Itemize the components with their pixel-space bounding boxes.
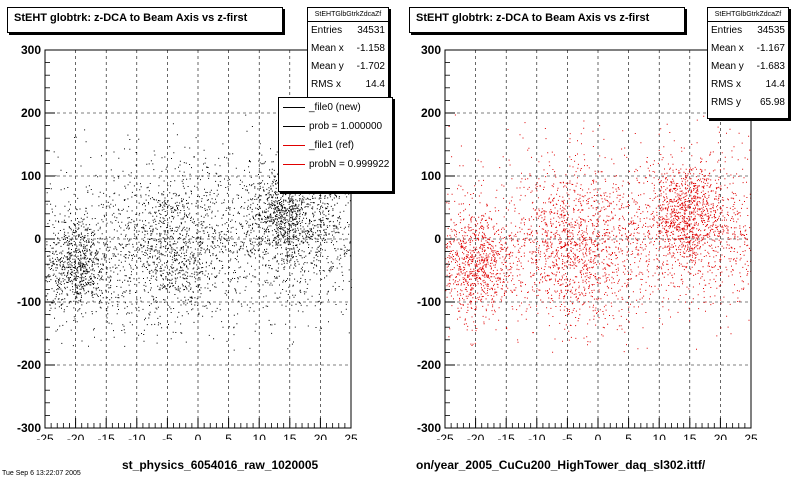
right-plot-title: StEHT globtrk: z-DCA to Beam Axis vs z-f… [409, 7, 685, 33]
stats-label: Mean x [311, 43, 344, 54]
legend-label: _file0 (new) [309, 102, 361, 113]
y-tick-label: 100 [21, 169, 41, 183]
stats-label: RMS y [711, 97, 741, 108]
x-tick-label: 5 [225, 432, 232, 440]
legend-entry: prob = 1.000000 [279, 117, 392, 136]
stats-row: RMS x 14.4 [708, 76, 788, 94]
right-grid [445, 50, 751, 428]
stats-label: Mean y [711, 61, 744, 72]
x-tick-label: -20 [467, 432, 485, 440]
legend-label: _file1 (ref) [309, 140, 355, 151]
stats-label: RMS x [711, 79, 741, 90]
stats-row: Mean y -1.683 [708, 58, 788, 76]
x-tick-label: 0 [595, 432, 602, 440]
y-tick-label: 0 [434, 232, 441, 246]
stats-value: -1.683 [756, 61, 785, 72]
left-ticks: -25 -20 -15 -10 -5 0 5 10 15 20 25 -300 -200 -100 0 100… [17, 43, 358, 440]
legend-swatch [283, 126, 305, 127]
legend-swatch [283, 164, 305, 165]
right-stats-header: StEHTGlbGtrkZdcaZf [708, 8, 788, 22]
x-tick-label: 10 [253, 432, 267, 440]
x-tick-label: -15 [98, 432, 116, 440]
x-tick-label: 15 [283, 432, 297, 440]
stats-value: 14.4 [765, 79, 785, 90]
y-tick-label: 200 [421, 106, 441, 120]
stats-row: Mean x -1.158 [308, 40, 388, 58]
right-stats-box: StEHTGlbGtrkZdcaZf Entries 34535 Mean x -1… [707, 7, 789, 119]
scatter-points [445, 114, 752, 353]
y-tick-label: -200 [17, 358, 41, 372]
x-tick-label: 15 [683, 432, 697, 440]
footer-timestamp: Tue Sep 6 13:22:07 2005 [2, 470, 81, 477]
stats-label: Entries [711, 25, 743, 36]
x-tick-label: 25 [344, 432, 358, 440]
y-tick-label: -300 [417, 421, 441, 435]
x-tick-label: -10 [528, 432, 546, 440]
right-scatter-chart: -25 -20 -15 -10 -5 0 5 10 15 20 25 -300 -200 -100 0 100… [417, 43, 758, 440]
stats-value: -1.167 [756, 43, 785, 54]
left-plot-title: StEHT globtrk: z-DCA to Beam Axis vs z-f… [7, 7, 283, 33]
stats-row: Entries 34535 [708, 22, 788, 40]
x-tick-label: 5 [625, 432, 632, 440]
y-tick-label: 200 [21, 106, 41, 120]
stats-row: Entries 34531 [308, 22, 388, 40]
right-points [445, 114, 752, 353]
x-tick-label: 25 [744, 432, 758, 440]
stats-value: -1.158 [356, 43, 385, 54]
x-tick-label: -10 [128, 432, 146, 440]
stats-row: RMS x 14.4 [308, 76, 388, 94]
y-tick-label: -100 [417, 295, 441, 309]
stats-value: 34535 [757, 25, 785, 36]
stats-value: 14.4 [365, 79, 385, 90]
y-tick-label: -300 [17, 421, 41, 435]
y-tick-label: -200 [417, 358, 441, 372]
x-tick-label: 0 [195, 432, 202, 440]
y-tick-label: 300 [421, 43, 441, 57]
x-tick-label: -25 [36, 432, 54, 440]
stats-value: -1.702 [356, 61, 385, 72]
legend-entry: probN = 0.999922 [279, 155, 392, 174]
legend-label: prob = 1.000000 [309, 121, 383, 132]
y-tick-label: -100 [17, 295, 41, 309]
x-tick-label: -20 [67, 432, 85, 440]
stats-row: Mean x -1.167 [708, 40, 788, 58]
comparison-legend: _file0 (new) prob = 1.000000 _file1 (ref… [278, 97, 393, 192]
y-tick-label: 100 [421, 169, 441, 183]
x-tick-label: 20 [314, 432, 328, 440]
x-tick-label: 20 [714, 432, 728, 440]
stats-label: Mean y [311, 61, 344, 72]
stats-row: Mean y -1.702 [308, 58, 388, 76]
legend-swatch [283, 145, 305, 146]
x-tick-label: -5 [162, 432, 173, 440]
legend-swatch [283, 107, 305, 108]
x-tick-label: -5 [562, 432, 573, 440]
x-tick-label: -15 [498, 432, 516, 440]
left-stats-header: StEHTGlbGtrkZdcaZf [308, 8, 388, 22]
stats-label: RMS x [311, 79, 341, 90]
left-x-axis-title: st_physics_6054016_raw_1020005 [122, 458, 319, 472]
y-tick-label: 0 [34, 232, 41, 246]
right-ticks: -25 -20 -15 -10 -5 0 5 10 15 20 25 -300 -200 -100 0 100… [417, 43, 758, 440]
stats-value: 65.98 [759, 97, 785, 108]
x-tick-label: -25 [436, 432, 454, 440]
y-tick-label: 300 [21, 43, 41, 57]
x-tick-label: 10 [653, 432, 667, 440]
stats-label: Entries [311, 25, 343, 36]
left-stats-box: StEHTGlbGtrkZdcaZf Entries 34531 Mean x -1… [307, 7, 389, 99]
legend-entry: _file0 (new) [279, 98, 392, 117]
legend-entry: _file1 (ref) [279, 136, 392, 155]
stats-label: Mean x [711, 43, 744, 54]
right-x-axis-title: on/year_2005_CuCu200_HighTower_daq_sl302… [416, 458, 706, 472]
legend-label: probN = 0.999922 [309, 159, 390, 170]
stats-row: RMS y 65.98 [708, 94, 788, 112]
stats-value: 34531 [357, 25, 385, 36]
